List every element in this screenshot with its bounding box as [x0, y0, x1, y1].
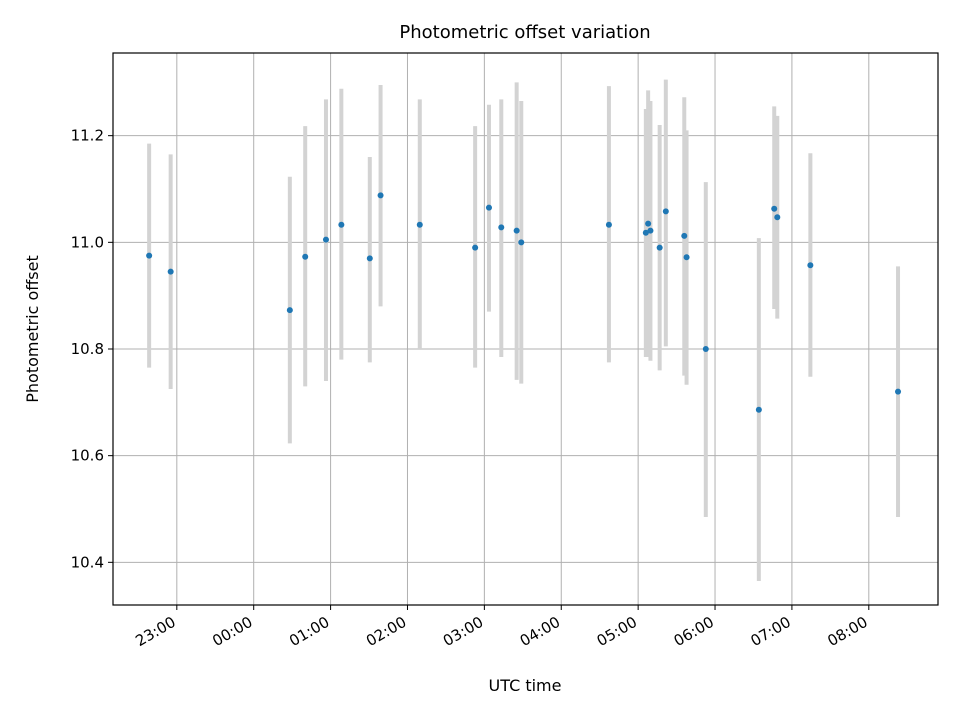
- grid: [113, 53, 938, 605]
- data-point: [683, 254, 690, 261]
- y-tick-label: 10.4: [71, 553, 104, 571]
- data-point: [302, 253, 309, 260]
- y-tick-label: 10.8: [71, 340, 104, 358]
- data-point: [485, 204, 492, 211]
- data-point: [895, 388, 902, 395]
- data-point: [647, 227, 654, 234]
- data-point: [416, 221, 423, 228]
- data-point: [681, 232, 688, 239]
- y-tick-label: 10.6: [71, 447, 104, 465]
- data-point: [498, 224, 505, 231]
- data-point: [286, 307, 293, 314]
- plot-frame: [112, 52, 939, 606]
- data-point: [513, 227, 520, 234]
- y-axis-label: Photometric offset: [23, 255, 42, 403]
- data-point: [472, 244, 479, 251]
- data-point: [366, 255, 373, 262]
- data-point: [774, 214, 781, 221]
- data-point: [662, 208, 669, 215]
- data-point: [338, 221, 345, 228]
- data-point: [146, 252, 153, 259]
- data-point: [642, 229, 649, 236]
- y-tick-label: 11.2: [71, 127, 104, 145]
- data-point: [605, 221, 612, 228]
- chart-title: Photometric offset variation: [399, 22, 650, 43]
- x-axis-label: UTC time: [489, 676, 562, 695]
- y-axis-ticks: 10.4 10.6 10.8 11.0 11.2: [71, 127, 113, 571]
- y-tick-label: 11.0: [71, 233, 104, 251]
- data-point: [167, 268, 174, 275]
- data-point: [518, 239, 525, 246]
- plot-area: [113, 53, 938, 605]
- data-point: [702, 346, 709, 352]
- data-point: [656, 244, 663, 251]
- data-point: [807, 262, 814, 269]
- data-point: [771, 205, 778, 212]
- data-point: [377, 192, 384, 199]
- data-point: [322, 236, 329, 243]
- data-point: [645, 220, 652, 227]
- data-point: [755, 406, 762, 413]
- data-points: [146, 192, 902, 413]
